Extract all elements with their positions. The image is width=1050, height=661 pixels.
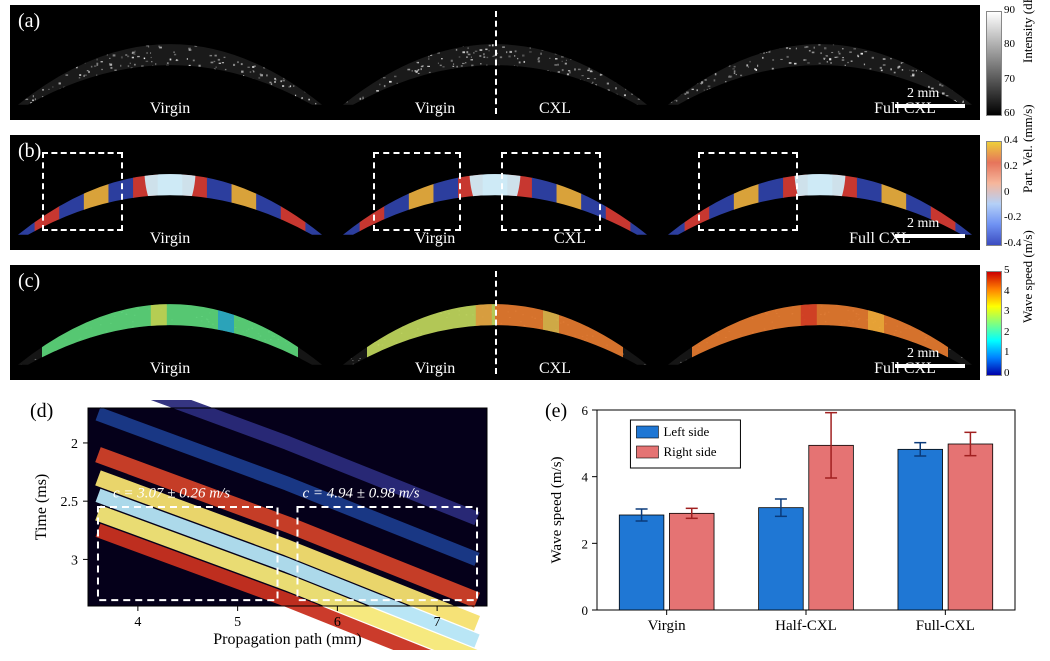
svg-text:Right side: Right side: [663, 444, 716, 459]
svg-text:c = 4.94 ± 0.98 m/s: c = 4.94 ± 0.98 m/s: [302, 486, 419, 502]
svg-text:c = 3.07 ± 0.26 m/s: c = 3.07 ± 0.26 m/s: [113, 486, 230, 502]
svg-text:6: 6: [334, 615, 341, 630]
svg-text:Time (ms): Time (ms): [33, 474, 50, 541]
panel-e-label: (e): [545, 400, 567, 423]
svg-text:4: 4: [134, 615, 141, 630]
svg-text:Half-CXL: Half-CXL: [775, 618, 837, 634]
svg-text:7: 7: [434, 615, 441, 630]
svg-text:Full-CXL: Full-CXL: [916, 618, 975, 634]
svg-text:0: 0: [582, 603, 589, 618]
panel-d-label: (d): [30, 400, 53, 423]
svg-text:5: 5: [234, 615, 241, 630]
panel-c-label: (c): [18, 270, 40, 293]
svg-text:6: 6: [582, 403, 589, 418]
panel-a: VirginVirginCXLFull CXL2 mm: [10, 5, 980, 120]
panel-d: c = 3.07 ± 0.26 m/s c = 4.94 ± 0.98 m/s 4 5…: [30, 400, 495, 650]
svg-text:2.5: 2.5: [61, 495, 79, 510]
svg-text:Propagation path (mm): Propagation path (mm): [213, 631, 361, 648]
panel-a-label: (a): [18, 10, 40, 33]
panel-c: VirginVirginCXLFull CXL2 mm: [10, 265, 980, 380]
colorbar-intensity: [986, 11, 1002, 116]
panel-b: VirginVirginCXLFull CXL2 mm: [10, 135, 980, 250]
panel-e: 0 2 4 6 Virgin Half-CXL Full-CXL Wave speed (m/…: [545, 400, 1025, 640]
svg-text:Wave speed (m/s): Wave speed (m/s): [549, 456, 565, 563]
colorbar-wavespeed: [986, 271, 1002, 376]
colorbar-partvel: [986, 141, 1002, 246]
svg-text:2: 2: [71, 437, 78, 452]
svg-text:4: 4: [582, 470, 589, 485]
svg-text:Virgin: Virgin: [648, 618, 686, 634]
panel-b-label: (b): [18, 140, 41, 163]
svg-text:Left side: Left side: [663, 424, 709, 439]
svg-text:2: 2: [582, 536, 589, 551]
svg-text:3: 3: [71, 553, 78, 568]
